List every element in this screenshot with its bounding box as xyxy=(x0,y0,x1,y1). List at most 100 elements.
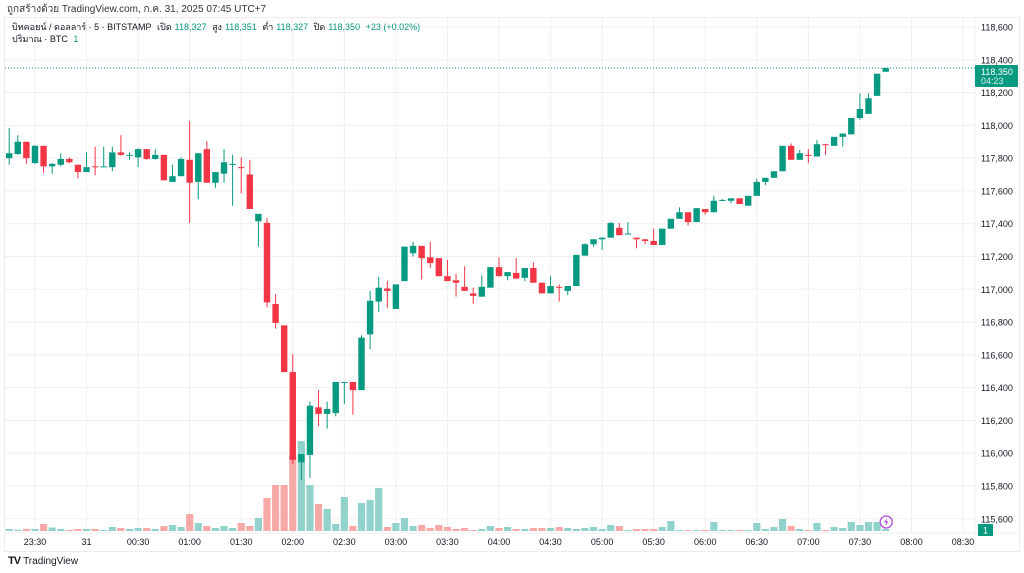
candle-body xyxy=(341,381,348,383)
volume-bar xyxy=(650,529,658,531)
volume-bar xyxy=(581,528,589,531)
change-value: +23 (+0.02%) xyxy=(365,22,421,32)
candle-body xyxy=(598,237,606,240)
volume-bar xyxy=(564,528,572,531)
candle-body xyxy=(616,227,623,236)
volume-bar xyxy=(847,522,855,531)
volume-bar xyxy=(667,521,675,531)
time-tick-label: 04:00 xyxy=(488,537,511,547)
volume-bar xyxy=(332,524,340,531)
volume-bar xyxy=(830,527,838,531)
price-tick-label: 117,600 xyxy=(981,186,1013,196)
candle-body xyxy=(14,141,21,155)
volume-bar xyxy=(804,530,812,531)
volume-bar xyxy=(418,525,426,531)
candle-body xyxy=(409,245,417,254)
candle-body xyxy=(461,286,468,291)
time-tick-label: 03:30 xyxy=(436,537,459,547)
chart-legend: บิทคอยน์ / ดอลลาร์ · 5 · BITSTAMP เปิด 11… xyxy=(12,21,423,45)
volume-bar xyxy=(151,529,159,531)
price-tick-label: 116,400 xyxy=(981,383,1013,393)
volume-bar xyxy=(443,527,452,531)
candle-body xyxy=(702,208,709,213)
volume-bar xyxy=(864,522,873,531)
volume-bar xyxy=(340,497,348,531)
candle-body xyxy=(91,166,99,168)
candle-body xyxy=(641,239,649,241)
symbol-info[interactable]: บิทคอยน์ / ดอลลาร์ · 5 · BITSTAMP xyxy=(12,22,152,32)
candle-body xyxy=(392,284,400,309)
time-tick-label: 04:30 xyxy=(539,537,562,547)
volume-bar xyxy=(22,529,30,531)
volume-bar xyxy=(229,528,237,531)
volume-bar xyxy=(31,529,39,531)
candle-body xyxy=(31,145,39,164)
volume-bar xyxy=(134,528,142,531)
volume-bar xyxy=(392,523,400,531)
volume-tag-value: 1 xyxy=(983,526,988,536)
candle-body xyxy=(100,166,107,168)
candle-body xyxy=(375,287,382,302)
volume-tag xyxy=(978,524,993,536)
volume-bar xyxy=(323,509,331,531)
volume-bar xyxy=(469,530,477,531)
time-tick-label: 05:30 xyxy=(642,537,665,547)
volume-bar xyxy=(426,528,434,531)
volume-bar xyxy=(632,529,641,531)
candle-body xyxy=(573,254,580,287)
volume-bar xyxy=(529,528,537,531)
candle-body xyxy=(753,181,760,196)
candle-body xyxy=(177,158,185,177)
volume-bar xyxy=(160,526,168,531)
volume-value: 1 xyxy=(73,34,79,44)
time-tick-label: 00:30 xyxy=(127,537,150,547)
time-tick-label: 02:00 xyxy=(282,537,305,547)
volume-bar xyxy=(555,527,563,531)
time-tick-label: 05:00 xyxy=(591,537,614,547)
volume-bar xyxy=(813,523,821,531)
candle-body xyxy=(710,200,718,213)
candle-body xyxy=(401,246,408,282)
candle-body xyxy=(495,267,503,277)
volume-bar xyxy=(297,441,305,531)
candle-body xyxy=(470,293,477,296)
candle-body xyxy=(504,272,511,277)
volume-bar xyxy=(5,529,13,531)
candle-body xyxy=(323,408,331,414)
time-tick-label: 03:00 xyxy=(385,537,408,547)
candle-body xyxy=(762,177,769,182)
price-tick-label: 118,400 xyxy=(981,55,1013,65)
candle-body xyxy=(848,117,855,135)
volume-bar xyxy=(461,528,469,531)
price-tick-label: 115,600 xyxy=(981,514,1013,524)
price-tick-label: 118,600 xyxy=(981,23,1013,33)
volume-bar xyxy=(143,528,151,531)
candle-body xyxy=(246,174,254,209)
volume-bar xyxy=(357,503,366,531)
tradingview-logo-icon: TV xyxy=(8,555,21,567)
candle-body xyxy=(186,159,193,183)
candle-body xyxy=(195,153,202,182)
candle-body xyxy=(298,454,305,463)
candle-body xyxy=(530,267,537,283)
candle-body xyxy=(126,154,133,156)
bar-countdown: 04:23 xyxy=(981,76,1004,86)
volume-bar xyxy=(39,524,48,531)
volume-bar xyxy=(787,526,795,531)
time-tick-label: 01:30 xyxy=(230,537,253,547)
candle-body xyxy=(40,145,47,167)
volume-bar xyxy=(74,529,82,531)
volume-bar xyxy=(512,529,520,531)
close-value: 118,350 xyxy=(328,22,361,32)
high-value: 118,351 xyxy=(224,22,257,32)
candle-body xyxy=(667,218,675,229)
candle-body xyxy=(74,164,82,173)
volume-bar xyxy=(48,527,56,531)
time-tick-label: 07:30 xyxy=(849,537,872,547)
tradingview-logo[interactable]: TV TradingView xyxy=(8,555,78,567)
volume-bar xyxy=(383,527,391,531)
candle-body xyxy=(830,136,838,146)
volume-label[interactable]: ปริมาณ · BTC xyxy=(12,34,68,44)
volume-bar xyxy=(168,525,177,531)
